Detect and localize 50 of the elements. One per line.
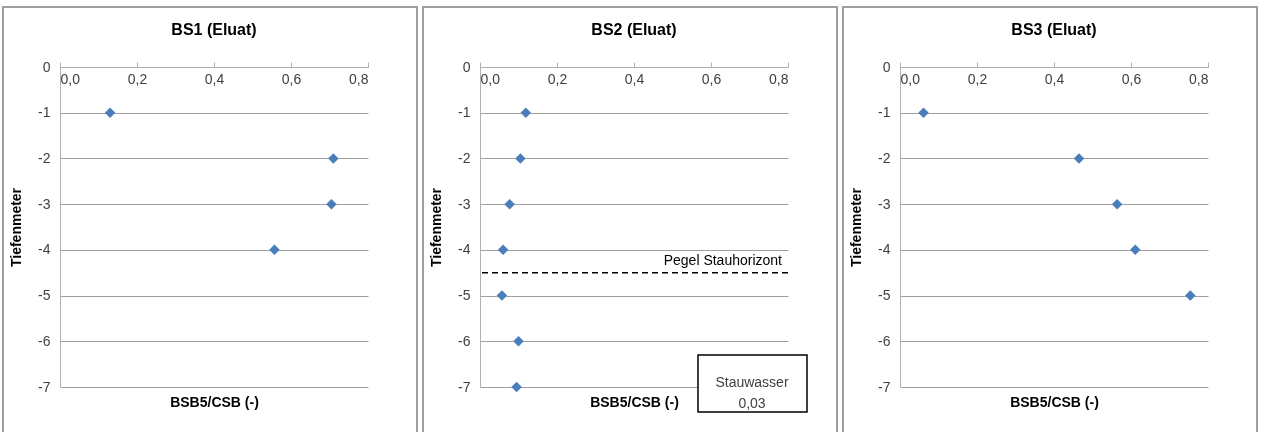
y-tick-label: 0: [42, 58, 51, 75]
y-tick-label: -3: [458, 195, 471, 212]
chart-title: BS3 (Eluat): [1011, 21, 1097, 38]
x-tick-label: 0,0: [480, 70, 501, 87]
ref-line-label: Pegel Stauhorizont: [663, 251, 783, 268]
annotation: Stauwasser 0,03: [715, 374, 789, 411]
chart-title: BS2 (Eluat): [591, 21, 677, 38]
x-axis-title: BSB5/CSB (-): [590, 393, 679, 410]
y-axis-title: Tiefenmeter: [848, 187, 865, 268]
y-tick-label: -5: [878, 287, 891, 304]
x-tick-label: 0,2: [547, 70, 568, 87]
y-tick-label: -1: [458, 104, 471, 121]
y-tick-label: -5: [38, 287, 51, 304]
y-tick-label: -6: [38, 332, 51, 349]
y-tick-label: -2: [38, 149, 51, 166]
y-tick-label: 0: [462, 58, 471, 75]
y-tick-label: -1: [878, 104, 891, 121]
x-axis-title: BSB5/CSB (-): [1010, 393, 1099, 410]
y-tick-label: -6: [878, 332, 891, 349]
y-tick-label: 0: [882, 58, 891, 75]
y-axis-title: Tiefenmeter: [8, 187, 25, 268]
chart-title: BS1 (Eluat): [171, 21, 257, 38]
x-tick-label: 0,4: [1044, 70, 1065, 87]
x-tick-label: 0,0: [60, 70, 81, 87]
x-tick-label: 0,4: [204, 70, 225, 87]
x-axis-title: BSB5/CSB (-): [170, 393, 259, 410]
y-tick-label: -7: [38, 378, 51, 395]
y-tick-label: -7: [458, 378, 471, 395]
y-tick-label: -1: [38, 104, 51, 121]
y-tick-label: -4: [38, 241, 51, 258]
y-tick-label: -5: [458, 287, 471, 304]
y-tick-label: -3: [38, 195, 51, 212]
y-tick-label: -7: [878, 378, 891, 395]
y-tick-label: -4: [878, 241, 891, 258]
y-tick-label: -2: [878, 149, 891, 166]
x-tick-label: 0,8: [349, 70, 369, 87]
x-tick-label: 0,6: [281, 70, 302, 87]
y-tick-label: -6: [458, 332, 471, 349]
y-tick-label: -3: [878, 195, 891, 212]
x-tick-label: 0,8: [1189, 70, 1209, 87]
y-tick-label: -2: [458, 149, 471, 166]
x-tick-label: 0,6: [701, 70, 722, 87]
x-tick-label: 0,2: [127, 70, 148, 87]
x-tick-label: 0,8: [769, 70, 789, 87]
y-axis-title: Tiefenmeter: [428, 187, 445, 268]
x-tick-label: 0,0: [900, 70, 921, 87]
x-tick-label: 0,6: [1121, 70, 1142, 87]
x-tick-label: 0,2: [967, 70, 988, 87]
x-tick-label: 0,4: [624, 70, 645, 87]
y-tick-label: -4: [458, 241, 471, 258]
